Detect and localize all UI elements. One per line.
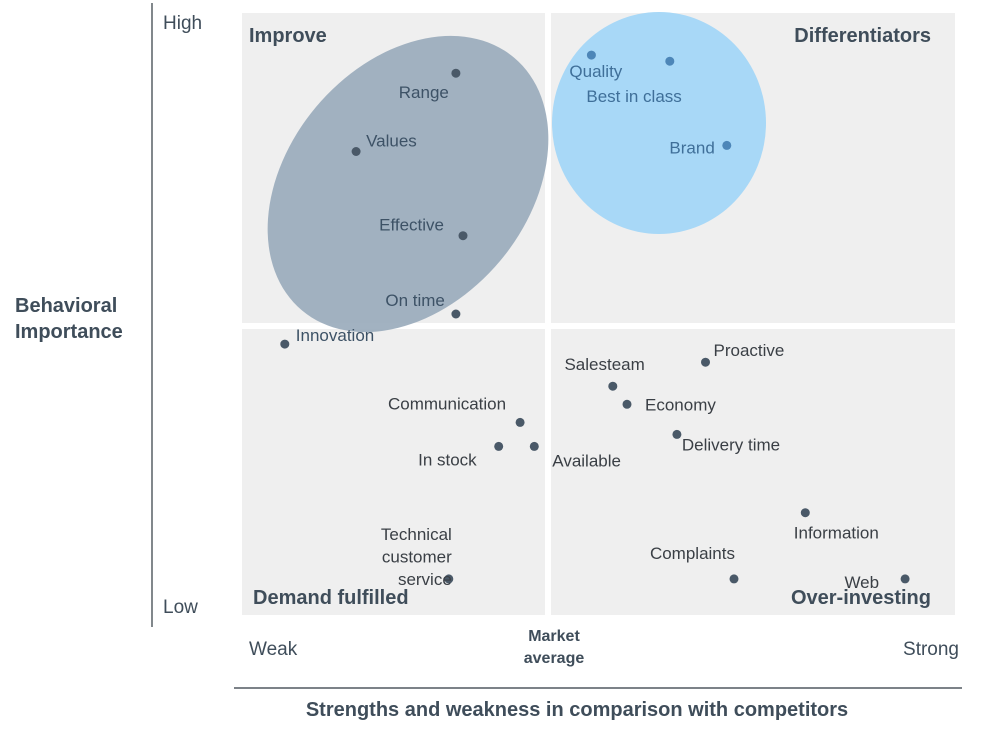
point-label-line-salesteam-0: Salesteam: [564, 355, 644, 374]
point-label-line-values-0: Values: [366, 132, 417, 151]
point-label-line-technical-customer-service-1: customer: [382, 547, 452, 566]
point-label-line-information-0: Information: [794, 524, 879, 543]
point-marker-quality: [586, 50, 596, 60]
point-label-salesteam: Salesteam: [564, 355, 644, 374]
point-label-brand: Brand: [669, 138, 714, 157]
point-label-line-best-in-class-0: Best in class: [586, 87, 681, 106]
quadrant-bg-bottom-right: [551, 329, 955, 615]
point-label-line-web-0: Web: [844, 573, 879, 592]
point-label-line-available-0: Available: [552, 451, 621, 470]
quadrant-bg-bottom-left: [242, 329, 545, 615]
quadrant-title-differentiators: Differentiators: [794, 25, 931, 47]
point-label-line-on-time-0: On time: [385, 291, 445, 310]
point-label-line-delivery-time-0: Delivery time: [682, 435, 780, 454]
point-label-information: Information: [794, 524, 879, 543]
point-label-line-brand-0: Brand: [669, 138, 714, 157]
point-marker-technical-customer-service: [444, 574, 454, 584]
point-marker-communication: [515, 417, 525, 427]
point-marker-innovation: [280, 339, 290, 349]
point-label-line-innovation-0: Innovation: [296, 326, 374, 345]
point-label-line-economy-0: Economy: [645, 395, 716, 414]
point-marker-brand: [722, 140, 732, 150]
point-label-line-technical-customer-service-0: Technical: [381, 525, 452, 544]
point-label-line-complaints-0: Complaints: [650, 544, 735, 563]
y-tick-high: High: [163, 13, 202, 34]
data-points-layer: Range Values Effective On time Innovation Qua…: [280, 50, 910, 592]
point-label-economy: Economy: [645, 395, 716, 414]
y-axis-title-line-2: Importance: [15, 321, 123, 343]
x-tick-weak: Weak: [249, 639, 298, 660]
point-label-line-effective-0: Effective: [379, 216, 444, 235]
point-label-technical-customer-service: Technical customer service: [381, 525, 452, 589]
point-label-best-in-class: Best in class: [586, 87, 681, 106]
point-label-complaints: Complaints: [650, 544, 735, 563]
point-label-values: Values: [366, 132, 417, 151]
point-marker-delivery-time: [672, 429, 682, 439]
point-marker-economy: [622, 399, 632, 409]
point-marker-proactive: [701, 357, 710, 367]
quadrant-title-improve: Improve: [249, 25, 327, 47]
point-marker-available: [529, 441, 539, 451]
point-label-range: Range: [399, 83, 449, 102]
point-label-proactive: Proactive: [714, 341, 785, 360]
point-marker-best-in-class: [665, 56, 675, 66]
point-label-web: Web: [844, 573, 879, 592]
point-label-line-range-0: Range: [399, 83, 449, 102]
point-marker-in-stock: [494, 441, 504, 451]
point-marker-salesteam: [608, 381, 618, 391]
quadrant-title-over-investing: Over-investing: [791, 587, 931, 609]
point-label-effective: Effective: [379, 216, 444, 235]
point-marker-web: [900, 574, 910, 584]
point-label-line-in-stock-0: In stock: [418, 450, 477, 469]
x-tick-strong: Strong: [903, 639, 959, 660]
point-label-quality: Quality: [569, 62, 622, 81]
point-marker-values: [351, 147, 361, 156]
point-label-line-proactive-0: Proactive: [714, 341, 785, 360]
point-label-line-quality-0: Quality: [569, 62, 622, 81]
differentiators-group-ellipse: [552, 12, 766, 234]
y-axis-title-line-1: Behavioral: [15, 295, 117, 317]
point-label-line-communication-0: Communication: [388, 394, 506, 413]
point-label-line-technical-customer-service-2: service: [398, 570, 452, 589]
point-label-innovation: Innovation: [296, 326, 374, 345]
point-marker-complaints: [729, 574, 739, 584]
point-label-on-time: On time: [385, 291, 445, 310]
improve-group-ellipse: [267, 35, 549, 333]
point-marker-on-time: [451, 309, 461, 319]
point-marker-information: [800, 508, 810, 518]
y-tick-low: Low: [163, 597, 198, 618]
x-axis-title: Strengths and weakness in comparison wit…: [306, 699, 848, 721]
point-marker-effective: [458, 231, 468, 241]
quadrant-title-demand-fulfilled: Demand fulfilled: [253, 587, 409, 609]
point-marker-range: [451, 68, 461, 78]
x-tick-market-average-line-1: Market: [528, 628, 580, 645]
point-label-communication: Communication: [388, 394, 506, 413]
x-tick-market-average-line-2: average: [524, 650, 585, 667]
point-label-available: Available: [552, 451, 621, 470]
point-label-delivery-time: Delivery time: [682, 435, 780, 454]
point-label-in-stock: In stock: [418, 450, 477, 469]
